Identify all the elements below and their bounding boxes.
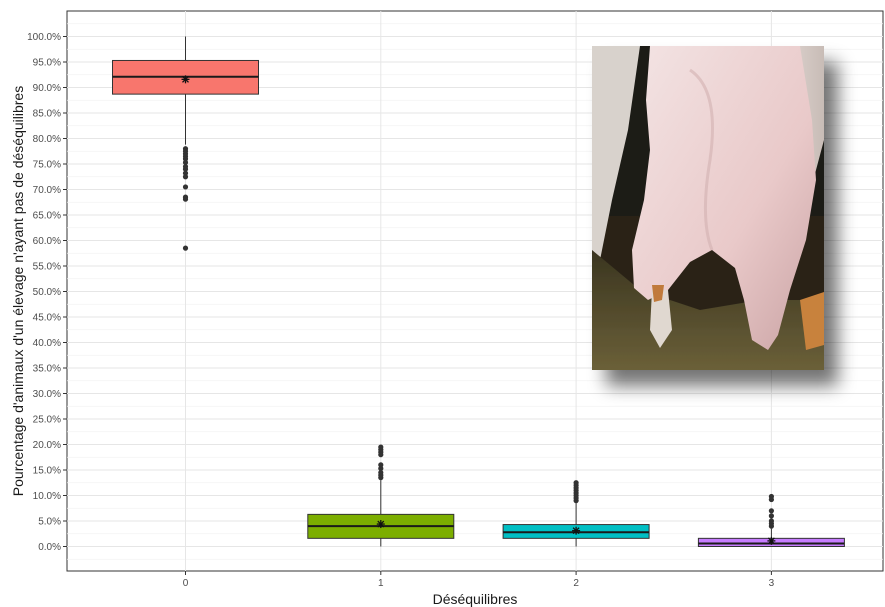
box-3	[697, 493, 845, 548]
y-tick-label: 55.0%	[33, 262, 61, 273]
box-2	[502, 480, 650, 547]
mean-marker	[767, 536, 776, 545]
y-axis-title: Pourcentage d'animaux d'un élevage n'aya…	[10, 86, 26, 496]
y-tick-label: 60.0%	[33, 236, 61, 247]
y-tick-label: 30.0%	[33, 389, 61, 400]
outlier-point	[378, 444, 384, 450]
outlier-point	[768, 493, 775, 500]
y-tick-label: 20.0%	[33, 440, 61, 451]
boxes	[112, 36, 845, 548]
y-tick-label: 40.0%	[33, 338, 61, 349]
outlier-point	[768, 513, 775, 519]
y-tick-label: 10.0%	[33, 491, 61, 502]
outlier-point	[182, 166, 189, 172]
y-tick-label: 70.0%	[33, 185, 61, 196]
y-tick-label: 95.0%	[33, 58, 61, 69]
x-axis: 0 1 2 3	[183, 571, 775, 589]
y-tick-label: 5.0%	[38, 517, 61, 528]
x-tick-label: 2	[573, 578, 579, 589]
mean-marker	[181, 75, 190, 84]
outlier-point	[182, 184, 189, 190]
y-tick-label: 45.0%	[33, 313, 61, 324]
y-tick-label: 0.0%	[38, 542, 61, 553]
outlier-point	[378, 469, 384, 476]
y-tick-label: 35.0%	[33, 364, 61, 375]
gridlines	[67, 11, 883, 571]
box-0	[112, 36, 259, 251]
y-tick-label: 85.0%	[33, 109, 61, 120]
udder-photo	[592, 46, 824, 370]
y-tick-label: 80.0%	[33, 134, 61, 145]
x-axis-title: Déséquilibres	[433, 591, 518, 607]
x-tick-label: 1	[378, 578, 384, 589]
outlier-point	[182, 170, 189, 176]
y-tick-label: 65.0%	[33, 211, 61, 222]
outlier-point	[768, 518, 775, 524]
y-tick-label: 50.0%	[33, 287, 61, 298]
y-tick-label: 90.0%	[33, 83, 61, 94]
outlier-point	[573, 480, 579, 486]
outlier-point	[768, 508, 775, 514]
mean-marker	[572, 526, 581, 535]
y-tick-label: 15.0%	[33, 466, 61, 477]
outlier-point	[182, 245, 189, 251]
outlier-point	[378, 462, 384, 468]
outlier-point	[182, 159, 189, 166]
box-1	[307, 444, 455, 547]
x-tick-label: 3	[769, 578, 775, 589]
outlier-point	[378, 465, 384, 472]
y-tick-label: 100.0%	[27, 32, 61, 43]
mean-marker	[376, 520, 385, 529]
outlier-point	[182, 156, 189, 162]
x-tick-label: 0	[183, 578, 189, 589]
y-tick-label: 25.0%	[33, 415, 61, 426]
outlier-point	[182, 196, 189, 202]
y-tick-label: 75.0%	[33, 160, 61, 171]
y-axis: 0.0% 5.0% 10.0% 15.0% 20.0% 25.0% 30.0% 35.0% 40…	[27, 32, 67, 553]
outlier-point	[182, 174, 189, 180]
